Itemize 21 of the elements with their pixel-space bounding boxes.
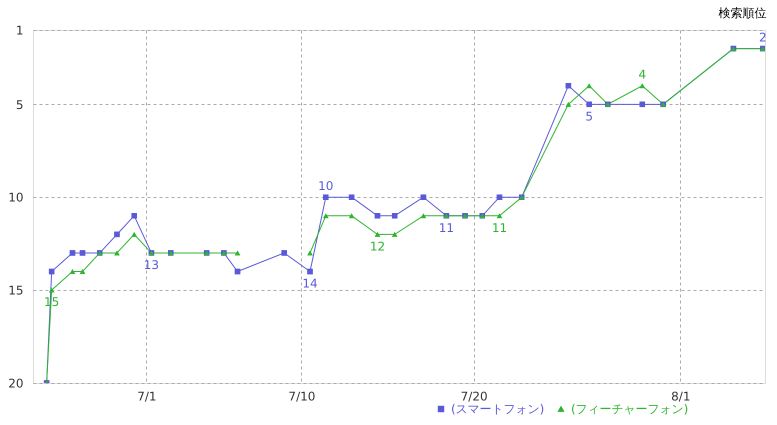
data-label: 11: [438, 220, 454, 235]
y-tick-label: 10: [8, 190, 24, 205]
data-label: 4: [638, 68, 646, 82]
y-tick-label: 5: [16, 98, 24, 112]
y-tick-label: 15: [8, 284, 24, 298]
data-label: 2: [759, 30, 767, 45]
y-tick-label: 20: [8, 376, 24, 390]
y-tick-label: 1: [16, 24, 24, 38]
data-label: 5: [585, 109, 593, 124]
data-label: 14: [302, 276, 318, 291]
data-label: 11: [492, 220, 508, 235]
x-tick-label: 7/1: [137, 390, 157, 404]
legend-label: (フィーチャーフォン): [571, 402, 688, 416]
x-tick-label: 7/10: [288, 390, 316, 404]
data-label: 13: [144, 258, 160, 272]
data-label: 10: [318, 179, 334, 194]
x-tick-label: 8/1: [671, 390, 690, 404]
legend-label: (スマートフォン): [451, 402, 544, 416]
data-label: 12: [370, 239, 386, 254]
x-tick-label: 7/20: [460, 390, 488, 404]
chart-title: 検索順位: [718, 6, 767, 20]
